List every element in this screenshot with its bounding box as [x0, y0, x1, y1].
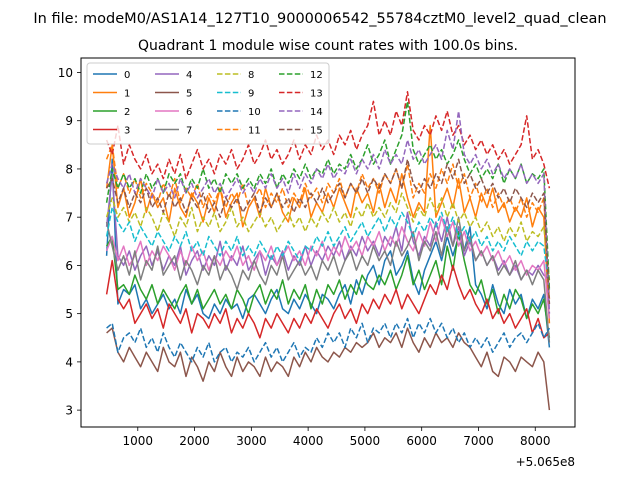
series-line-3 — [105, 259, 550, 339]
legend-label-4: 4 — [186, 70, 192, 81]
series-lines — [105, 91, 551, 411]
y-tick-label: 9 — [65, 114, 73, 128]
x-tick-label: 3000 — [236, 434, 267, 448]
series-line-2 — [105, 230, 551, 338]
series-line-14 — [105, 110, 551, 314]
series-line-12 — [105, 100, 551, 290]
series-line-7 — [105, 216, 551, 343]
legend-label-15: 15 — [310, 126, 323, 137]
x-tick-label: 6000 — [406, 434, 437, 448]
plot-frame — [80, 57, 576, 428]
y-tick-label: 3 — [65, 404, 73, 418]
legend-label-1: 1 — [124, 89, 130, 100]
legend-label-5: 5 — [186, 89, 192, 100]
x-tick-label: 8000 — [520, 434, 551, 448]
series-line-9 — [105, 206, 551, 290]
legend-label-6: 6 — [186, 107, 192, 118]
y-tick-label: 7 — [65, 211, 73, 225]
series-line-8 — [105, 192, 551, 280]
legend-label-10: 10 — [248, 107, 261, 118]
legend-label-8: 8 — [248, 70, 254, 81]
x-tick-label: 4000 — [293, 434, 324, 448]
legend-label-14: 14 — [310, 107, 323, 118]
legend-label-12: 12 — [310, 70, 323, 81]
series-line-10 — [106, 317, 551, 363]
series-line-6 — [105, 216, 551, 319]
y-tick-label: 5 — [65, 307, 73, 321]
legend-label-9: 9 — [248, 89, 254, 100]
x-tick-label: 2000 — [179, 434, 210, 448]
legend-box — [86, 62, 330, 145]
legend-label-7: 7 — [186, 126, 192, 137]
y-tick-label: 6 — [65, 259, 73, 273]
legend-label-3: 3 — [124, 126, 130, 137]
figure-suptitle: In file: modeM0/AS1A14_127T10_9000006542… — [33, 11, 606, 27]
x-tick-label: 1000 — [123, 434, 154, 448]
legend-label-13: 13 — [310, 89, 323, 100]
x-tick-label: 5000 — [350, 434, 381, 448]
y-tick-label: 4 — [65, 355, 73, 369]
series-line-5 — [106, 327, 551, 411]
series-line-11 — [105, 144, 551, 300]
y-tick-label: 8 — [65, 162, 73, 176]
axes: 1000 2000 3000 4000 5000 6000 7000 8000 3 4 5 6 7 8 9 1… — [58, 66, 551, 448]
x-offset-label: +5.065e8 — [516, 455, 575, 469]
y-tick-label: 10 — [58, 66, 73, 80]
series-line-15 — [105, 158, 551, 305]
x-tick-label: 7000 — [463, 434, 494, 448]
legend-label-0: 0 — [124, 70, 130, 81]
legend-label-11: 11 — [248, 126, 261, 137]
legend-label-2: 2 — [124, 107, 130, 118]
chart-title: Quadrant 1 module wise count rates with … — [138, 38, 518, 54]
series-line-0 — [105, 158, 551, 348]
